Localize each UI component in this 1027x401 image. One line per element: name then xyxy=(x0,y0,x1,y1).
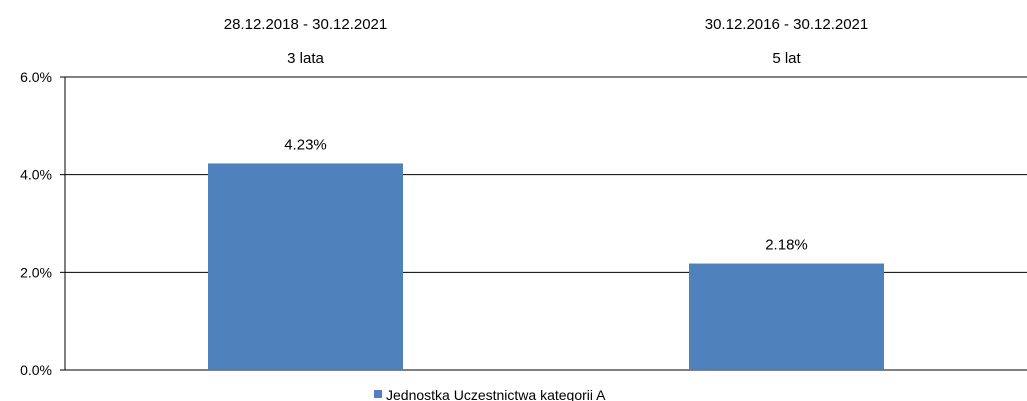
category-horizon-label: 3 lata xyxy=(287,50,324,67)
legend: Jednostka Uczestnictwa kategorii A xyxy=(374,387,606,401)
value-labels: 4.23% 2.18% xyxy=(284,136,808,253)
category-horizon-label: 5 lat xyxy=(772,50,801,67)
category-period-label: 28.12.2018 - 30.12.2021 xyxy=(224,16,387,33)
bars xyxy=(208,163,884,370)
data-label: 2.18% xyxy=(765,237,808,254)
bar xyxy=(208,163,403,370)
y-tick-label: 4.0% xyxy=(20,167,52,183)
data-label: 4.23% xyxy=(284,136,327,153)
category-headers: 28.12.2018 - 30.12.2021 3 lata 30.12.2016 … xyxy=(224,16,868,67)
category-period-label: 30.12.2016 - 30.12.2021 xyxy=(705,16,868,33)
y-axis-ticks: 0.0% 2.0% 4.0% 6.0% xyxy=(20,69,65,378)
bar xyxy=(689,263,884,370)
y-tick-label: 6.0% xyxy=(20,69,52,85)
y-tick-label: 2.0% xyxy=(20,264,52,280)
legend-swatch xyxy=(374,390,382,398)
y-tick-label: 0.0% xyxy=(20,362,52,378)
legend-label: Jednostka Uczestnictwa kategorii A xyxy=(386,387,606,401)
